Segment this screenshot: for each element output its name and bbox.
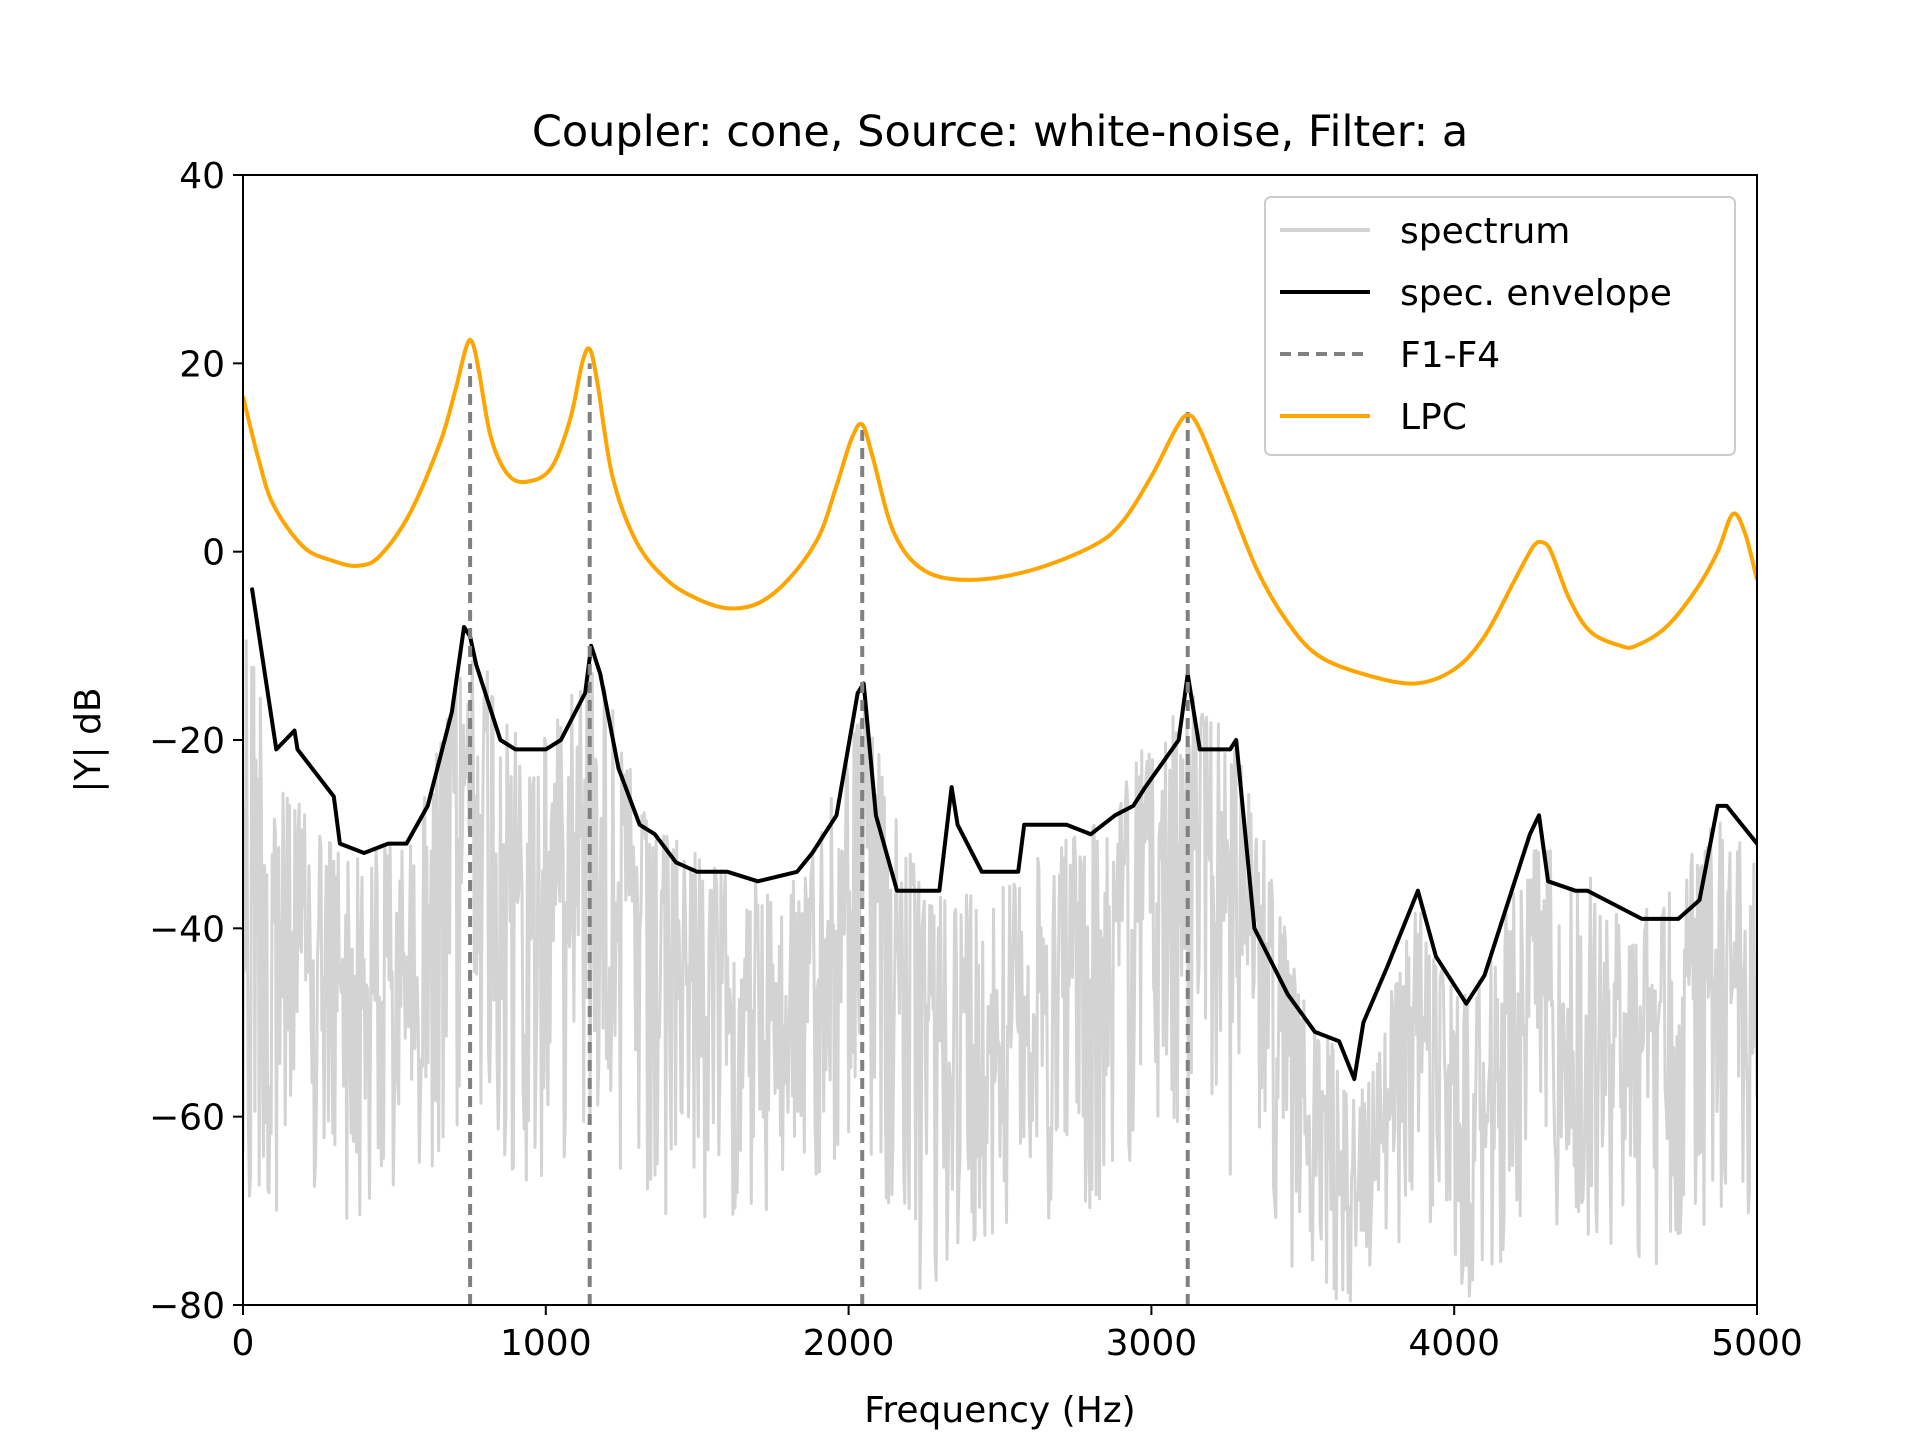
y-axis: −80 −60 −40 −20 0 20 40 (149, 156, 243, 1327)
y-tick-label: −40 (149, 909, 225, 950)
y-tick-label: −60 (149, 1098, 225, 1139)
x-tick-label: 2000 (803, 1323, 895, 1364)
x-tick-label: 3000 (1106, 1323, 1198, 1364)
chart-title: Coupler: cone, Source: white-noise, Filt… (532, 107, 1468, 157)
legend-label-lpc: LPC (1400, 397, 1467, 438)
legend: spectrum spec. envelope F1-F4 LPC (1264, 196, 1736, 456)
legend-label-formants: F1-F4 (1400, 335, 1500, 376)
formant-lines (468, 363, 1190, 1305)
x-tick-label: 0 (232, 1323, 255, 1364)
envelope-line (250, 587, 1757, 1081)
spectrum-series (243, 639, 1757, 1303)
x-tick-label: 1000 (500, 1323, 592, 1364)
y-tick-label: 40 (179, 156, 225, 197)
y-tick-label: 0 (202, 533, 225, 574)
x-axis-label: Frequency (Hz) (864, 1390, 1135, 1431)
y-tick-label: −80 (149, 1286, 225, 1327)
lpc-series (243, 337, 1757, 686)
x-tick-label: 4000 (1408, 1323, 1500, 1364)
legend-label-spectrum: spectrum (1400, 211, 1570, 252)
spectrum-line (243, 639, 1757, 1303)
y-tick-label: −20 (149, 721, 225, 762)
x-axis: 0 1000 2000 3000 4000 5000 (232, 1305, 1803, 1364)
envelope-series (250, 587, 1757, 1081)
y-tick-label: 20 (179, 344, 225, 385)
lpc-line (243, 337, 1757, 686)
legend-box (1264, 196, 1736, 456)
y-axis-label: |Y| dB (68, 687, 109, 792)
legend-label-envelope: spec. envelope (1400, 273, 1672, 314)
x-tick-label: 5000 (1711, 1323, 1803, 1364)
